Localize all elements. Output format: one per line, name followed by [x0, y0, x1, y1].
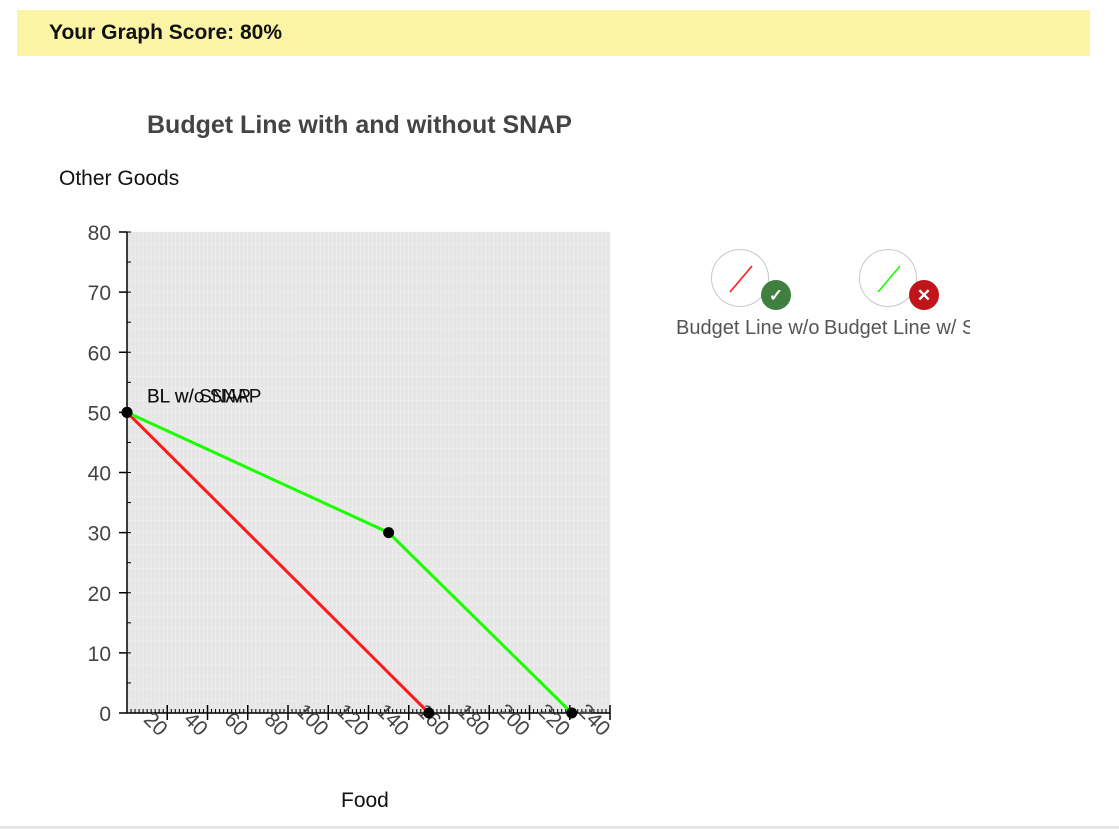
- chart-title: Budget Line with and without SNAP: [147, 111, 572, 139]
- footer-divider: [0, 826, 1119, 829]
- x-mark-icon: ✕: [909, 280, 939, 310]
- line-annotation-label: BL w/o SNAP: [147, 386, 261, 407]
- y-tick-label: 40: [88, 463, 111, 486]
- y-tick-label: 80: [88, 222, 111, 245]
- y-tick-label: 10: [88, 643, 111, 666]
- y-tick-label: 0: [99, 703, 111, 726]
- y-tick-label: 50: [88, 402, 111, 425]
- legend-label: Budget Line w/ SNAP: [824, 317, 970, 339]
- x-axis-title: Food: [341, 789, 389, 812]
- y-tick-label: 60: [88, 342, 111, 365]
- graph-score: Your Graph Score: 80%: [49, 21, 283, 44]
- y-tick-label: 20: [88, 583, 111, 606]
- data-point: [121, 406, 133, 418]
- checkmark-icon: ✓: [761, 280, 791, 310]
- y-axis-title: Other Goods: [59, 167, 180, 190]
- data-point: [423, 707, 435, 719]
- series-line-without-snap: [125, 411, 430, 715]
- score-banner: Your Graph Score: 80%: [17, 10, 1090, 56]
- line-swatch-icon: [877, 265, 901, 293]
- y-tick-label: 30: [88, 523, 111, 546]
- legend-swatch-circle[interactable]: [859, 249, 917, 307]
- legend-label: Budget Line w/o SNAP: [676, 317, 822, 339]
- y-tick-label: 70: [88, 282, 111, 305]
- line-annotation-label: BL w/ SNAP: [147, 386, 251, 407]
- line-swatch-icon: [729, 265, 753, 293]
- legend-swatch-circle[interactable]: [711, 249, 769, 307]
- data-point: [566, 707, 578, 719]
- data-point: [383, 527, 395, 539]
